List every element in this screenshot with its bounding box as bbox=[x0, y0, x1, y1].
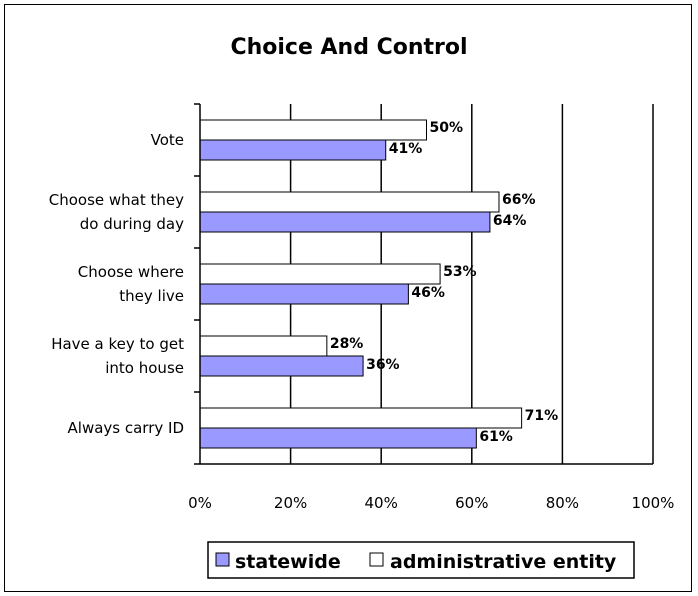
legend-swatch-administrative-entity bbox=[369, 552, 384, 567]
category-label-1-1: do during day bbox=[80, 215, 184, 233]
category-label-2-1: they live bbox=[119, 287, 184, 305]
bar-statewide-4 bbox=[199, 427, 477, 449]
category-label-2-0: Choose where bbox=[78, 263, 184, 281]
bar-admin-3 bbox=[199, 335, 328, 357]
bar-statewide-1 bbox=[199, 211, 491, 233]
legend-swatch-statewide bbox=[215, 552, 230, 567]
axes bbox=[194, 103, 653, 465]
legend: statewide administrative entity bbox=[207, 541, 635, 579]
category-label-3-0: Have a key to get bbox=[51, 335, 184, 353]
category-labels: Vote Choose what they do during day Choose … bbox=[49, 131, 184, 437]
data-labels: 50% 41% 66% 64% 53% 46% 28%36% 71% 61% bbox=[330, 120, 558, 445]
data-label-admin-0: 50% bbox=[430, 120, 464, 136]
bar-admin-0 bbox=[199, 119, 427, 141]
bar-statewide-2 bbox=[199, 283, 409, 305]
data-label-statewide-4: 61% bbox=[479, 429, 513, 445]
data-label-admin-3: 28% bbox=[330, 336, 364, 352]
x-tick-label-40: 40% bbox=[365, 494, 398, 512]
bar-statewide-3 bbox=[199, 355, 364, 377]
x-tick-label-100: 100% bbox=[632, 494, 675, 512]
data-label-statewide-1: 64% bbox=[493, 213, 527, 229]
chart-title: Choice And Control bbox=[230, 35, 467, 60]
category-label-1-0: Choose what they bbox=[49, 191, 184, 209]
category-label-4-0: Always carry ID bbox=[68, 419, 184, 437]
data-label-admin-1: 66% bbox=[502, 192, 536, 208]
data-label-admin-2: 53% bbox=[443, 264, 477, 280]
bar-admin-2 bbox=[199, 263, 441, 285]
tick-labels: 0% 20% 40% 60% 80% 100% bbox=[188, 494, 674, 512]
bar-admin-4 bbox=[199, 407, 523, 429]
bar-admin-1 bbox=[199, 191, 500, 213]
data-label-statewide-3: 36% bbox=[366, 357, 400, 373]
x-tick-label-0: 0% bbox=[188, 494, 212, 512]
legend-label-statewide: statewide bbox=[235, 551, 341, 573]
data-label-statewide-2: 46% bbox=[411, 285, 445, 301]
legend-box bbox=[207, 541, 635, 579]
x-tick-label-80: 80% bbox=[546, 494, 579, 512]
category-label-3-1: into house bbox=[105, 359, 184, 377]
bar-statewide-0 bbox=[199, 139, 387, 161]
legend-label-administrative-entity: administrative entity bbox=[390, 551, 617, 573]
category-label-0-0: Vote bbox=[151, 131, 184, 149]
data-label-admin-4: 71% bbox=[525, 408, 559, 424]
x-tick-label-20: 20% bbox=[274, 494, 307, 512]
data-label-statewide-0: 41% bbox=[389, 141, 423, 157]
bars bbox=[199, 119, 523, 449]
x-tick-label-60: 60% bbox=[455, 494, 488, 512]
